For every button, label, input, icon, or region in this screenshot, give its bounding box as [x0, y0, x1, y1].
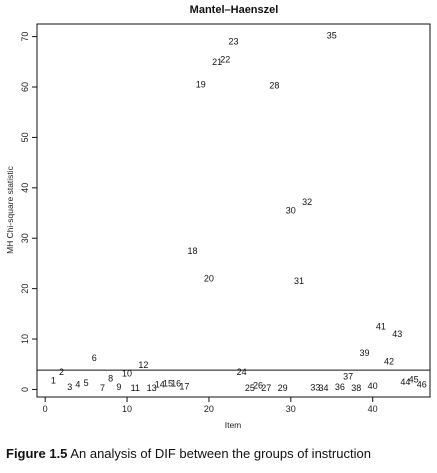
- y-tick-label: 10: [20, 334, 30, 344]
- item-point-11: 11: [131, 383, 140, 393]
- item-point-32: 32: [302, 197, 312, 207]
- item-point-43: 43: [392, 329, 402, 339]
- y-tick-label: 40: [20, 183, 30, 193]
- item-point-30: 30: [286, 206, 296, 216]
- item-point-12: 12: [138, 360, 148, 370]
- y-tick-label: 20: [20, 284, 30, 294]
- plot-frame: [36, 23, 431, 398]
- item-point-34: 34: [319, 383, 329, 393]
- item-point-41: 41: [376, 321, 386, 331]
- x-tick-label: 40: [368, 404, 378, 414]
- y-tick-label: 0: [20, 387, 30, 392]
- item-point-45: 45: [409, 374, 419, 384]
- chart-title: Mantel–Haenszel: [190, 4, 279, 16]
- x-axis-label: Item: [225, 420, 242, 430]
- y-tick-label: 30: [20, 233, 30, 243]
- y-tick-label: 70: [20, 32, 30, 42]
- figure-caption-text: An analysis of DIF between the groups of…: [70, 446, 371, 461]
- item-point-8: 8: [108, 373, 113, 383]
- item-point-9: 9: [116, 382, 121, 392]
- x-axis: 0 10 20 30 40: [43, 397, 378, 414]
- item-point-46: 46: [417, 379, 427, 389]
- item-point-19: 19: [196, 79, 206, 89]
- item-point-33: 33: [310, 382, 320, 392]
- item-point-27: 27: [261, 383, 271, 393]
- item-point-22: 22: [220, 54, 230, 64]
- item-point-40: 40: [368, 381, 378, 391]
- item-point-15: 15: [163, 378, 173, 388]
- y-axis: 0 10 20 30 40 50 60 70: [20, 32, 37, 392]
- item-point-6: 6: [92, 353, 97, 363]
- item-point-37: 37: [343, 371, 353, 381]
- item-point-42: 42: [384, 357, 394, 367]
- item-point-29: 29: [278, 383, 288, 393]
- item-point-3: 3: [67, 382, 72, 392]
- item-point-13: 13: [147, 383, 157, 393]
- y-tick-label: 50: [20, 132, 30, 142]
- item-point-2: 2: [59, 367, 64, 377]
- item-point-31: 31: [294, 276, 304, 286]
- item-point-44: 44: [400, 377, 410, 387]
- item-point-23: 23: [228, 37, 238, 47]
- y-axis-label: MH Chi-square statistic: [5, 165, 15, 254]
- item-point-16: 16: [171, 378, 181, 388]
- item-point-25: 25: [245, 383, 255, 393]
- item-point-17: 17: [179, 381, 189, 391]
- item-point-14: 14: [155, 379, 165, 389]
- item-point-18: 18: [188, 246, 198, 256]
- figure-caption-label: Figure 1.5: [6, 446, 68, 461]
- item-points: 123 4 567891011121314151617181920212223242…: [51, 31, 427, 393]
- item-point-36: 36: [335, 382, 345, 392]
- x-tick-label: 20: [204, 404, 214, 414]
- item-point-26: 26: [253, 380, 263, 390]
- item-point-1: 1: [51, 375, 56, 385]
- item-point-7: 7: [100, 383, 105, 393]
- item-point-10: 10: [122, 368, 132, 378]
- item-point-21: 21: [212, 57, 222, 67]
- item-point-39: 39: [359, 348, 369, 358]
- x-tick-label: 10: [122, 404, 132, 414]
- item-point-24: 24: [237, 367, 247, 377]
- item-point-38: 38: [351, 383, 361, 393]
- item-point-28: 28: [269, 80, 279, 90]
- item-point-35: 35: [327, 31, 337, 41]
- x-tick-label: 0: [43, 404, 48, 414]
- figure-caption: Figure 1.5 An analysis of DIF between th…: [6, 446, 436, 461]
- y-tick-label: 60: [20, 82, 30, 92]
- x-tick-label: 30: [286, 404, 296, 414]
- item-point-20: 20: [204, 274, 214, 284]
- item-point-5: 5: [84, 378, 89, 388]
- item-point-4: 4: [75, 379, 80, 389]
